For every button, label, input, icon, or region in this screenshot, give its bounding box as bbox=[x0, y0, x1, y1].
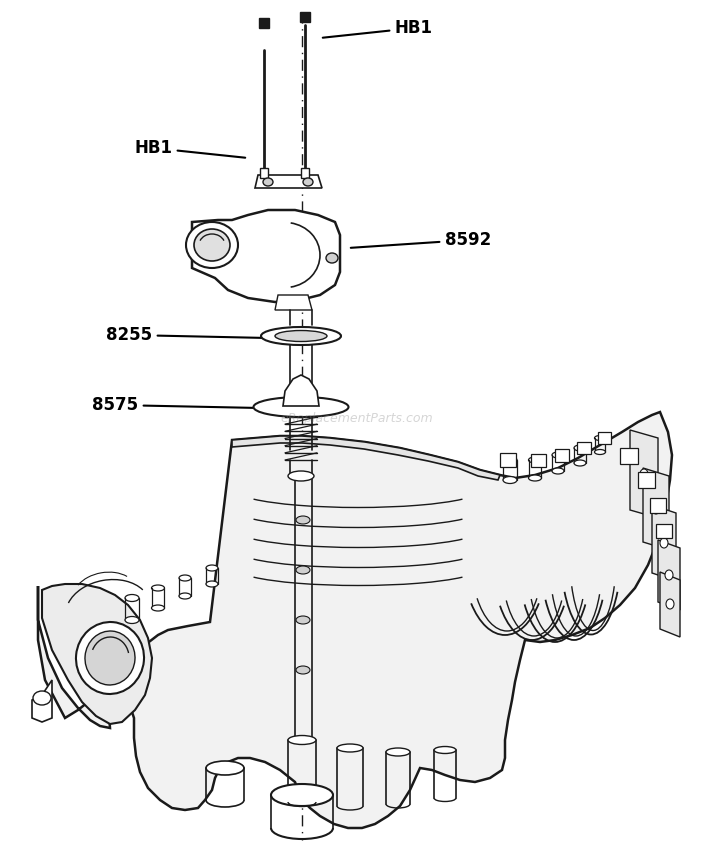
Polygon shape bbox=[652, 505, 676, 581]
Ellipse shape bbox=[503, 456, 517, 463]
Ellipse shape bbox=[186, 222, 238, 268]
Polygon shape bbox=[259, 18, 269, 28]
Ellipse shape bbox=[434, 746, 456, 753]
Ellipse shape bbox=[386, 748, 410, 756]
Ellipse shape bbox=[151, 605, 164, 611]
Text: 8592: 8592 bbox=[351, 231, 491, 249]
Ellipse shape bbox=[253, 397, 348, 417]
Text: eReplacementParts.com: eReplacementParts.com bbox=[281, 411, 433, 424]
Bar bbox=[620, 448, 638, 464]
Ellipse shape bbox=[151, 585, 164, 591]
Ellipse shape bbox=[640, 469, 648, 479]
Ellipse shape bbox=[179, 575, 191, 581]
Text: HB1: HB1 bbox=[323, 19, 433, 37]
Polygon shape bbox=[232, 436, 500, 480]
Ellipse shape bbox=[574, 445, 586, 451]
Ellipse shape bbox=[574, 460, 586, 466]
Polygon shape bbox=[301, 168, 309, 178]
Ellipse shape bbox=[76, 622, 144, 694]
Ellipse shape bbox=[595, 435, 605, 440]
Bar bbox=[531, 454, 546, 467]
Ellipse shape bbox=[528, 475, 541, 481]
Ellipse shape bbox=[552, 452, 564, 458]
Ellipse shape bbox=[296, 666, 310, 674]
Ellipse shape bbox=[206, 581, 218, 587]
Polygon shape bbox=[192, 210, 340, 302]
Ellipse shape bbox=[528, 457, 541, 463]
Ellipse shape bbox=[179, 593, 191, 599]
Polygon shape bbox=[283, 375, 319, 406]
Ellipse shape bbox=[296, 566, 310, 574]
Bar bbox=[638, 472, 655, 488]
Ellipse shape bbox=[194, 229, 230, 261]
Polygon shape bbox=[32, 680, 52, 722]
Ellipse shape bbox=[275, 331, 327, 342]
Polygon shape bbox=[255, 175, 322, 188]
Polygon shape bbox=[275, 295, 312, 310]
Polygon shape bbox=[42, 584, 152, 724]
Polygon shape bbox=[38, 412, 672, 828]
Ellipse shape bbox=[206, 761, 244, 775]
Ellipse shape bbox=[326, 253, 338, 263]
Ellipse shape bbox=[652, 504, 660, 514]
Ellipse shape bbox=[503, 477, 517, 484]
Bar bbox=[555, 449, 569, 462]
Polygon shape bbox=[658, 540, 680, 610]
Ellipse shape bbox=[296, 516, 310, 524]
Polygon shape bbox=[260, 168, 268, 178]
Ellipse shape bbox=[125, 616, 139, 624]
Polygon shape bbox=[660, 572, 680, 637]
Bar bbox=[577, 442, 591, 454]
Ellipse shape bbox=[33, 691, 51, 705]
Ellipse shape bbox=[85, 631, 135, 685]
Ellipse shape bbox=[271, 784, 333, 806]
Ellipse shape bbox=[263, 178, 273, 186]
Ellipse shape bbox=[261, 327, 341, 345]
Bar bbox=[500, 453, 516, 467]
Text: 8575: 8575 bbox=[92, 396, 257, 414]
Ellipse shape bbox=[552, 468, 564, 474]
Bar bbox=[650, 498, 666, 513]
Ellipse shape bbox=[296, 616, 310, 624]
Ellipse shape bbox=[288, 735, 316, 745]
Ellipse shape bbox=[303, 178, 313, 186]
Text: 8255: 8255 bbox=[106, 326, 265, 344]
Bar bbox=[598, 432, 611, 444]
Ellipse shape bbox=[595, 450, 605, 455]
Ellipse shape bbox=[337, 744, 363, 752]
Polygon shape bbox=[643, 468, 669, 550]
Text: HB1: HB1 bbox=[134, 139, 245, 158]
Polygon shape bbox=[300, 12, 310, 22]
Ellipse shape bbox=[660, 538, 668, 548]
Ellipse shape bbox=[665, 570, 673, 580]
Bar bbox=[656, 524, 672, 538]
Ellipse shape bbox=[206, 565, 218, 571]
Polygon shape bbox=[630, 430, 658, 518]
Ellipse shape bbox=[125, 594, 139, 602]
Ellipse shape bbox=[288, 471, 314, 481]
Ellipse shape bbox=[666, 599, 674, 609]
